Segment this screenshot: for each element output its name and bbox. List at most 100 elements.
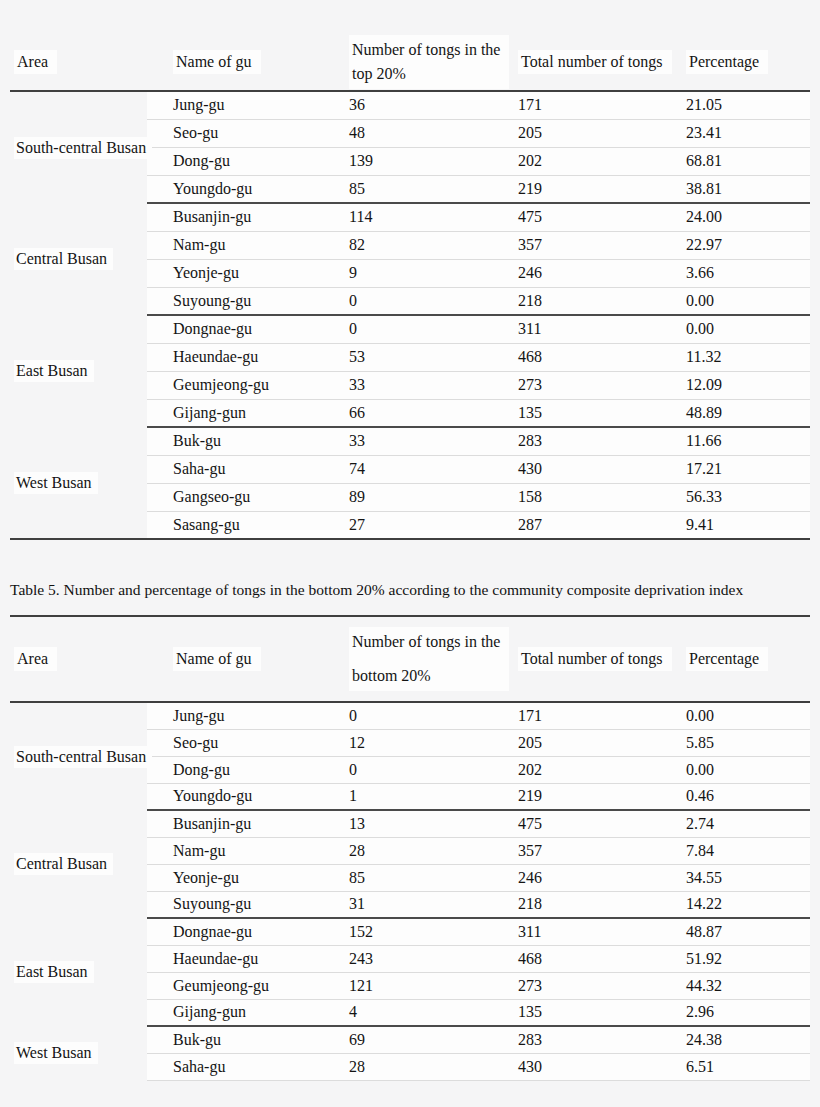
gu-name-cell: Buk-gu (147, 427, 345, 455)
table-row: Central BusanBusanjin-gu11447524.00 (10, 203, 810, 231)
total-tongs-cell: 218 (516, 287, 684, 315)
top20-count-cell: 82 (345, 231, 516, 259)
total-tongs-cell: 219 (516, 783, 684, 810)
area-group-cell: West Busan (10, 1026, 147, 1080)
bottom20-count-cell: 243 (345, 945, 516, 972)
gu-name-cell: Geumjeong-gu (147, 371, 345, 399)
percentage-cell: 0.00 (684, 315, 810, 343)
gu-name-cell: Haeundae-gu (147, 343, 345, 371)
gu-name-cell: Saha-gu (147, 455, 345, 483)
gu-name-cell: Gangseo-gu (147, 483, 345, 511)
count-header-line2: bottom 20% (352, 664, 500, 688)
bottom20-count-cell: 28 (345, 837, 516, 864)
percentage-cell: 3.66 (684, 259, 810, 287)
percentage-cell: 6.51 (684, 1053, 810, 1080)
gu-name-cell: Dong-gu (147, 147, 345, 175)
gu-name-cell: Busanjin-gu (147, 810, 345, 837)
total-tongs-cell: 246 (516, 259, 684, 287)
col-header-total-tongs: Total number of tongs (516, 616, 684, 702)
gu-name-cell: Saha-gu (147, 1053, 345, 1080)
percentage-cell: 0.00 (684, 702, 810, 729)
top20-count-cell: 89 (345, 483, 516, 511)
gu-name-cell: Sasang-gu (147, 511, 345, 539)
percentage-cell: 44.32 (684, 972, 810, 999)
count-header-line1: Number of tongs in the (352, 38, 500, 62)
total-tongs-cell: 202 (516, 756, 684, 783)
top20-count-cell: 36 (345, 91, 516, 119)
gu-name-cell: Suyoung-gu (147, 287, 345, 315)
col-header-percentage-label: Percentage (686, 50, 768, 74)
col-header-area: Area (10, 34, 147, 91)
percentage-cell: 34.55 (684, 864, 810, 891)
gu-name-cell: Dongnae-gu (147, 918, 345, 945)
count-header-line2: top 20% (352, 62, 500, 86)
total-tongs-cell: 475 (516, 810, 684, 837)
total-tongs-cell: 205 (516, 729, 684, 756)
percentage-cell: 11.32 (684, 343, 810, 371)
percentage-cell: 2.96 (684, 999, 810, 1026)
table-header-row: Area Name of gu Number of tongs in the t… (10, 34, 810, 91)
table-row: East BusanDongnae-gu03110.00 (10, 315, 810, 343)
top20-count-cell: 139 (345, 147, 516, 175)
gu-name-cell: Nam-gu (147, 837, 345, 864)
gu-name-cell: Yeonje-gu (147, 864, 345, 891)
total-tongs-cell: 135 (516, 999, 684, 1026)
total-tongs-cell: 219 (516, 175, 684, 203)
col-header-percentage: Percentage (684, 34, 810, 91)
col-header-bottom20-count: Number of tongs in the bottom 20% (345, 616, 516, 702)
percentage-cell: 7.84 (684, 837, 810, 864)
table-bottom20-body: South-central BusanJung-gu01710.00Seo-gu… (10, 702, 810, 1080)
gu-name-cell: Suyoung-gu (147, 891, 345, 918)
col-header-name-of-gu: Name of gu (147, 34, 345, 91)
gu-name-cell: Yeonje-gu (147, 259, 345, 287)
total-tongs-cell: 205 (516, 119, 684, 147)
percentage-cell: 68.81 (684, 147, 810, 175)
top20-count-cell: 66 (345, 399, 516, 427)
col-header-count-label: Number of tongs in the bottom 20% (349, 627, 509, 691)
percentage-cell: 0.46 (684, 783, 810, 810)
total-tongs-cell: 171 (516, 91, 684, 119)
table-row: South-central BusanJung-gu3617121.05 (10, 91, 810, 119)
total-tongs-cell: 430 (516, 1053, 684, 1080)
percentage-cell: 11.66 (684, 427, 810, 455)
gu-name-cell: Dong-gu (147, 756, 345, 783)
gu-name-cell: Youngdo-gu (147, 783, 345, 810)
col-header-percentage: Percentage (684, 616, 810, 702)
total-tongs-cell: 287 (516, 511, 684, 539)
top20-count-cell: 53 (345, 343, 516, 371)
count-header-line1: Number of tongs in the (352, 630, 500, 654)
col-header-area-label: Area (14, 647, 57, 671)
percentage-cell: 38.81 (684, 175, 810, 203)
total-tongs-cell: 135 (516, 399, 684, 427)
total-tongs-cell: 430 (516, 455, 684, 483)
area-group-cell: Central Busan (10, 203, 147, 315)
percentage-cell: 14.22 (684, 891, 810, 918)
top20-count-cell: 48 (345, 119, 516, 147)
table-top20-tongs: Area Name of gu Number of tongs in the t… (10, 34, 810, 540)
percentage-cell: 9.41 (684, 511, 810, 539)
total-tongs-cell: 218 (516, 891, 684, 918)
total-tongs-cell: 283 (516, 427, 684, 455)
gu-name-cell: Geumjeong-gu (147, 972, 345, 999)
col-header-total-tongs: Total number of tongs (516, 34, 684, 91)
percentage-cell: 24.38 (684, 1026, 810, 1053)
area-group-label: West Busan (14, 472, 98, 494)
col-header-area-label: Area (14, 50, 57, 74)
percentage-cell: 0.00 (684, 756, 810, 783)
percentage-cell: 21.05 (684, 91, 810, 119)
table-row: Central BusanBusanjin-gu134752.74 (10, 810, 810, 837)
bottom20-count-cell: 28 (345, 1053, 516, 1080)
total-tongs-cell: 202 (516, 147, 684, 175)
area-group-label: West Busan (14, 1042, 98, 1064)
total-tongs-cell: 468 (516, 343, 684, 371)
table-bottom20-tongs: Area Name of gu Number of tongs in the b… (10, 615, 810, 1081)
percentage-cell: 2.74 (684, 810, 810, 837)
total-tongs-cell: 357 (516, 837, 684, 864)
gu-name-cell: Busanjin-gu (147, 203, 345, 231)
area-group-label: South-central Busan (14, 746, 152, 768)
area-group-label: South-central Busan (14, 137, 152, 159)
col-header-name-of-gu: Name of gu (147, 616, 345, 702)
gu-name-cell: Dongnae-gu (147, 315, 345, 343)
table-row: West BusanBuk-gu3328311.66 (10, 427, 810, 455)
total-tongs-cell: 357 (516, 231, 684, 259)
